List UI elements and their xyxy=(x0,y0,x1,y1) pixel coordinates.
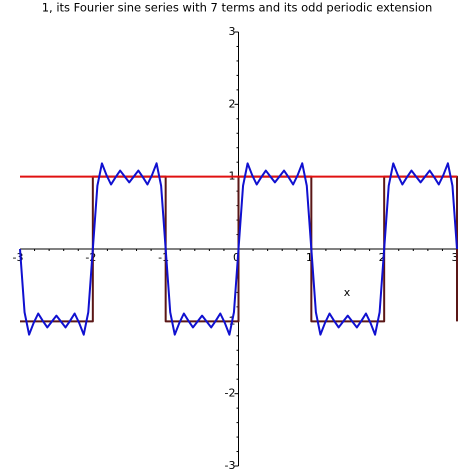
x-tick-label: -2 xyxy=(85,251,96,264)
x-tick-label: 3 xyxy=(452,251,459,264)
x-tick-label: 0 xyxy=(233,251,240,264)
x-axis-label: x xyxy=(344,286,351,299)
y-tick-label: 3 xyxy=(229,25,236,38)
y-tick-label: 2 xyxy=(229,97,236,110)
x-tick-label: -1 xyxy=(158,251,169,264)
y-tick-label: -2 xyxy=(225,387,236,400)
x-tick-label: 2 xyxy=(379,251,386,264)
series-line xyxy=(19,162,458,336)
chart-title: 1, its Fourier sine series with 7 terms … xyxy=(42,1,433,15)
y-tick-label: -3 xyxy=(225,459,236,472)
x-tick-label: 1 xyxy=(306,251,313,264)
x-tick-label: -3 xyxy=(13,251,24,264)
